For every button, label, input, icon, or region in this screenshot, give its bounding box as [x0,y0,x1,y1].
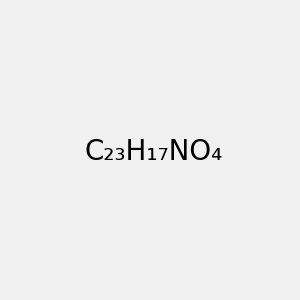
Text: C₂₃H₁₇NO₄: C₂₃H₁₇NO₄ [85,137,223,166]
